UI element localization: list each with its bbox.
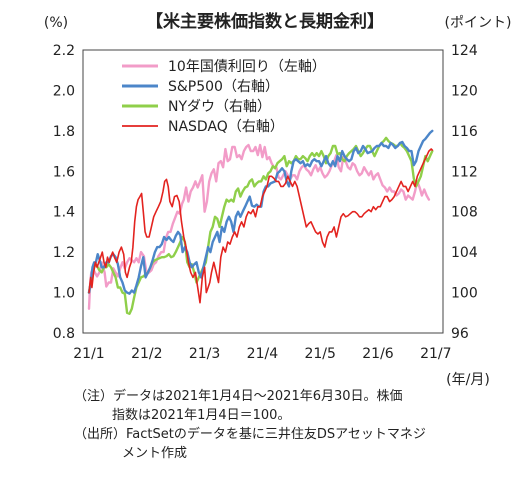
note-line-1: （注）データは2021年1月4日～2021年6月30日。株価 [74,389,403,404]
chart-title: 【米主要株価指数と長期金利】 [146,11,384,32]
legend-label-2: NYダウ（右軸） [168,99,271,115]
x-tick-label: 21/1 [73,346,104,362]
right-tick-label: 116 [451,124,478,140]
series-line-2 [87,136,434,315]
left-tick-label: 1.6 [53,164,75,180]
right-tick-label: 124 [451,43,478,59]
x-tick-label: 21/7 [420,346,451,362]
left-tick-label: 1.2 [53,245,75,261]
right-axis-unit: (ポイント) [445,15,512,31]
note-line-3: （出所）FactSetのデータを基に三井住友DSアセットマネジ [74,427,426,442]
left-axis-unit: (%) [44,15,68,31]
x-axis-unit: (年/月) [446,372,490,388]
right-tick-label: 100 [451,286,478,302]
left-tick-label: 1.4 [53,205,75,221]
right-tick-label: 104 [451,245,478,261]
legend-label-1: S&P500（右軸） [168,79,279,95]
series-line-0 [87,143,431,310]
right-tick-label: 96 [451,326,469,342]
x-tick-label: 21/4 [247,346,279,362]
left-tick-label: 2.2 [53,43,75,59]
legend-label-3: NASDAQ（右軸） [168,119,284,135]
left-tick-label: 1.0 [53,286,75,302]
x-tick-label: 21/3 [189,346,220,362]
x-tick-label: 21/2 [131,346,162,362]
x-tick-label: 21/6 [362,346,394,362]
series-line-3 [88,148,434,304]
note-line-2: 指数は2021年1月4日＝100。 [112,408,291,423]
series-line-1 [87,129,434,295]
right-tick-label: 108 [451,205,478,221]
x-tick-label: 21/5 [304,346,335,362]
note-line-4: メント作成 [122,446,188,461]
plot-frame [82,49,444,334]
right-tick-label: 112 [451,164,478,180]
left-tick-label: 0.8 [53,326,75,342]
left-tick-label: 1.8 [53,124,75,140]
left-tick-label: 2.0 [53,83,75,99]
legend-label-0: 10年国債利回り（左軸） [168,59,326,75]
right-tick-label: 120 [451,83,478,99]
